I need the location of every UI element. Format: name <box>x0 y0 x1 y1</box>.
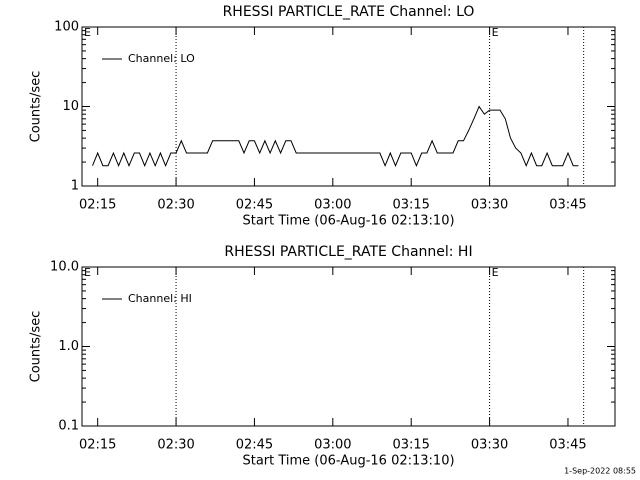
x-tick-label: 03:15 <box>392 438 429 453</box>
x-tick-label: 02:45 <box>236 198 273 213</box>
plot-frame <box>81 266 616 427</box>
x-tick-label: 03:00 <box>314 198 351 213</box>
annotation: E <box>84 266 91 279</box>
annotation: E <box>492 26 499 39</box>
x-tick-label: 03:15 <box>392 198 429 213</box>
annotation: E <box>84 26 91 39</box>
annotation: E <box>492 266 499 279</box>
x-tick-label: 02:15 <box>79 198 116 213</box>
y-tick-label: 1 <box>71 179 79 194</box>
x-tick-label: 03:00 <box>314 438 351 453</box>
data-line <box>92 105 579 168</box>
y-tick-label: 0.1 <box>58 419 79 434</box>
x-tick-label: 02:15 <box>79 438 116 453</box>
x-tick-label: 03:30 <box>471 438 508 453</box>
x-tick-label: 02:30 <box>157 438 194 453</box>
x-tick-label: 03:30 <box>471 198 508 213</box>
chart-title: RHESSI PARTICLE_RATE Channel: LO <box>223 4 475 20</box>
chart-title: RHESSI PARTICLE_RATE Channel: HI <box>224 244 472 260</box>
x-axis-label: Start Time (06-Aug-16 02:13:10) <box>242 454 454 469</box>
x-tick-label: 03:45 <box>549 198 586 213</box>
legend-label: Channel: HI <box>128 292 192 305</box>
y-axis-label: Counts/sec <box>29 311 44 383</box>
y-axis-label: Counts/sec <box>29 71 44 143</box>
y-tick-label: 100 <box>54 20 79 35</box>
legend-label: Channel: LO <box>128 52 195 65</box>
y-tick-label: 10 <box>62 99 79 114</box>
y-tick-label: 10.0 <box>50 260 79 275</box>
x-tick-label: 02:45 <box>236 438 273 453</box>
footer: 1-Sep-2022 08:55 <box>564 467 636 476</box>
x-tick-label: 02:30 <box>157 198 194 213</box>
x-tick-label: 03:45 <box>549 438 586 453</box>
y-tick-label: 1.0 <box>58 339 79 354</box>
x-axis-label: Start Time (06-Aug-16 02:13:10) <box>242 214 454 229</box>
